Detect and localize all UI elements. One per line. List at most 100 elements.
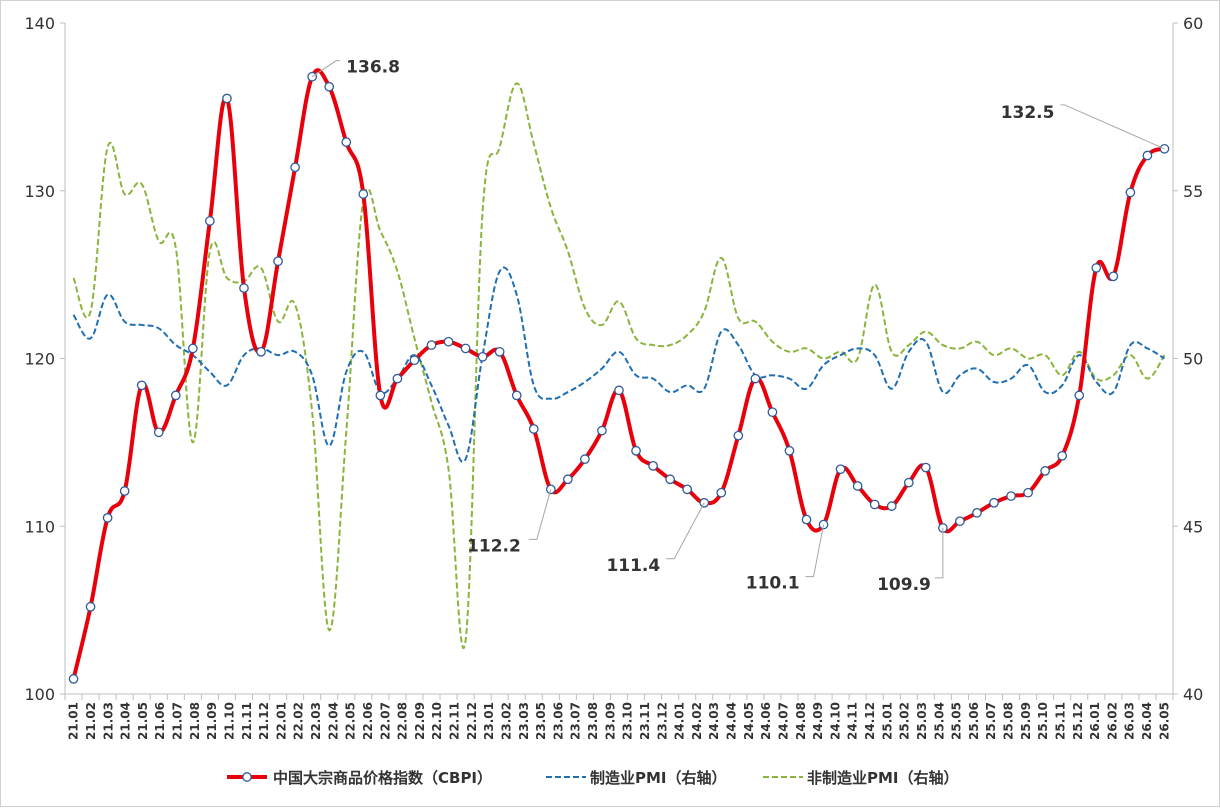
x-tick-label: 26.02 [1105,702,1119,740]
cbpi-point-29 [563,474,573,485]
x-tick-label: 24.05 [742,702,756,740]
callout-leader-5 [1060,104,1165,150]
cbpi-point-23 [460,343,471,354]
x-tick-label: 21.04 [119,702,133,740]
cbpi-point-36 [682,484,693,495]
left-tick-label: 100 [24,685,55,704]
cbpi-point-16 [341,137,352,147]
cbpi-point-27 [528,424,539,434]
cbpi-point-11 [256,346,266,357]
callout-leader-2 [666,502,705,560]
x-tick-label: 24.02 [690,702,704,740]
series-line-0 [71,68,1166,680]
cbpi-point-33 [631,445,641,456]
x-tick-label: 24.01 [673,702,687,740]
cbpi-point-30 [580,454,590,464]
callout-label-3: 110.1 [746,574,800,594]
cbpi-point-39 [733,430,744,441]
legend-label-2: 非制造业PMI（右轴） [807,769,959,787]
x-tick-label: 21.11 [240,702,254,740]
cbpi-point-13 [290,162,300,173]
cbpi-point-56 [1023,487,1033,498]
cbpi-point-61 [1108,271,1119,282]
x-tick-label: 22.05 [344,702,358,740]
x-tick-label: 22.03 [309,702,323,740]
x-tick-label: 21.01 [67,702,81,740]
callout-leader-0 [311,60,341,78]
x-tick-label: 21.06 [153,702,167,740]
right-tick-label: 40 [1183,685,1203,704]
cbpi-point-7 [187,343,198,354]
left-tick-label: 110 [24,517,55,536]
series-layer [71,68,1166,680]
left-tick-label: 130 [24,182,55,201]
cbpi-point-5 [153,427,164,438]
callout-leader-4 [934,527,944,579]
x-tick-label: 23.06 [551,702,565,740]
cbpi-point-49 [903,477,914,488]
x-tick-label: 24.08 [794,702,808,740]
cbpi-point-58 [1057,450,1068,461]
right-tick-label: 60 [1183,14,1203,33]
left-tick-label: 140 [24,14,55,33]
marker-layer [68,71,1170,684]
cbpi-point-64 [1159,143,1170,154]
cbpi-point-25 [494,346,505,357]
x-tick-label: 23.10 [621,702,635,740]
legend-marker-cbpi [242,772,252,782]
cbpi-point-35 [665,474,675,485]
callout-leader-1 [528,489,552,540]
x-tick-label: 24.09 [811,702,825,740]
cbpi-point-28 [545,484,556,495]
cbpi-point-59 [1074,390,1085,401]
x-tick-label: 22.09 [413,702,427,740]
left-tick-label: 120 [24,350,55,369]
x-tick-label: 25.01 [880,702,894,740]
x-tick-label: 21.07 [171,702,185,740]
x-tick-label: 21.05 [136,702,150,740]
x-tick-label: 22.04 [326,702,340,740]
cbpi-point-24 [477,351,488,362]
right-tick-label: 55 [1183,182,1203,201]
cbpi-point-8 [205,216,215,226]
cbpi-point-22 [443,336,454,347]
x-tick-label: 21.09 [205,702,219,740]
x-tick-label: 22.11 [448,702,462,740]
cbpi-point-32 [614,385,624,396]
cbpi-point-43 [801,514,812,525]
x-tick-label: 21.10 [222,702,236,740]
cbpi-point-60 [1091,263,1102,273]
cbpi-point-41 [767,407,778,418]
series-line-1 [72,266,1166,463]
cbpi-point-19 [392,373,403,384]
cbpi-point-14 [307,71,318,82]
cbpi-point-47 [869,499,880,510]
x-tick-label: 22.12 [465,702,479,740]
x-tick-label: 25.04 [932,702,946,740]
cbpi-point-46 [852,481,863,491]
cbpi-point-62 [1125,187,1136,198]
cbpi-point-6 [170,390,181,401]
callout-label-0: 136.8 [346,58,400,78]
cbpi-point-17 [358,189,369,199]
cbpi-point-26 [511,390,522,401]
x-tick-label: 22.10 [430,702,444,740]
cbpi-point-63 [1142,150,1153,161]
cbpi-point-21 [426,340,437,350]
x-tick-label: 23.11 [638,702,652,740]
cbpi-point-18 [375,390,386,401]
callout-label-2: 111.4 [606,556,660,576]
cbpi-point-2 [102,513,113,523]
cbpi-point-20 [409,355,420,366]
cbpi-point-31 [597,425,607,436]
cbpi-point-40 [750,373,761,384]
cbpi-point-1 [85,601,96,612]
x-tick-label: 22.06 [361,702,375,740]
x-tick-label: 23.01 [482,702,496,740]
x-tick-label: 23.03 [517,702,531,740]
x-tick-label: 21.08 [188,702,202,740]
cbpi-point-50 [920,462,931,473]
axes-layer: 100 110 120 130 140 40 45 50 55 60 21.01 21.02 21.03… [24,14,1203,740]
x-tick-label: 26.04 [1140,702,1154,740]
